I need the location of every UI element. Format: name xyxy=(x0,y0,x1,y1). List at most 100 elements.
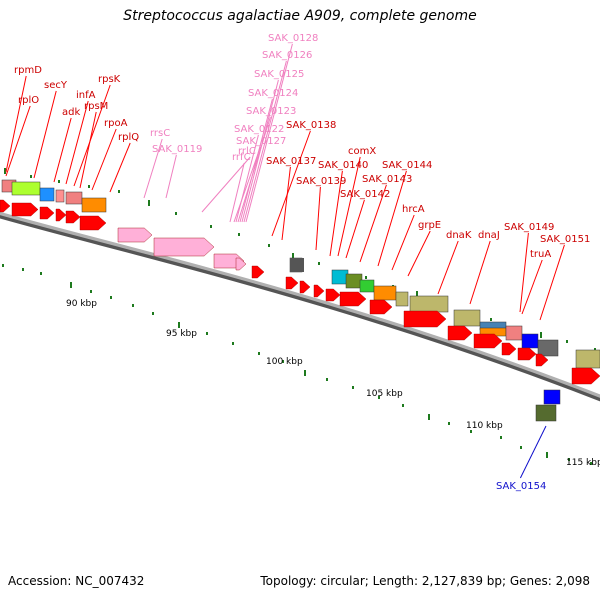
feature-block-1 xyxy=(11,181,41,196)
leader-sak-0140 xyxy=(329,170,343,257)
gene-label-rrlc[interactable]: rrlC xyxy=(238,146,256,157)
gene-label-grpe[interactable]: grpE xyxy=(418,220,441,231)
leader-rrsc xyxy=(143,138,163,199)
leader-rpoa xyxy=(91,128,117,191)
gene-label-rrfc[interactable]: rrfC xyxy=(232,152,251,163)
leader-rrfc xyxy=(229,162,245,223)
gene-label-sak-0139[interactable]: SAK_0139 xyxy=(296,176,346,187)
gene-label-sak-0126[interactable]: SAK_0126 xyxy=(262,50,312,61)
cds-arrow-11 xyxy=(339,291,367,307)
tick-outer-6 xyxy=(132,304,134,307)
leader-trua xyxy=(521,259,543,315)
leader-sak-0142 xyxy=(345,199,365,259)
gene-label-dnak[interactable]: dnaK xyxy=(446,230,472,241)
gene-label-sak-0149[interactable]: SAK_0149 xyxy=(504,222,554,233)
cds-arrow-19 xyxy=(571,367,600,385)
tick-inner-9 xyxy=(268,244,270,247)
cds-arrow-9 xyxy=(313,284,325,298)
leader-infa xyxy=(65,100,89,185)
leader-sak-0126 xyxy=(243,60,287,223)
leader-sak-0138 xyxy=(271,130,311,237)
leader-rrlc xyxy=(201,156,251,213)
leader-rpsm xyxy=(79,111,97,189)
feature-block-10 xyxy=(373,285,397,301)
gene-label-sak-0137[interactable]: SAK_0137 xyxy=(266,156,316,167)
feature-block-18 xyxy=(537,339,559,357)
feature-block-16 xyxy=(505,325,523,341)
feature-block-9 xyxy=(359,279,375,293)
cds-arrow-17 xyxy=(517,347,537,361)
feature-block-19 xyxy=(575,349,600,369)
cds-arrow-12 xyxy=(369,299,393,315)
gene-label-hrca[interactable]: hrcA xyxy=(402,204,425,215)
gene-label-sak-0123[interactable]: SAK_0123 xyxy=(246,106,296,117)
leader-dnak xyxy=(437,240,459,295)
leader-sak-0151 xyxy=(539,244,565,321)
cds-arrow-5 xyxy=(79,215,107,231)
gene-label-rplo[interactable]: rplO xyxy=(18,95,39,106)
cds-arrow-8 xyxy=(299,280,311,294)
gene-label-comx[interactable]: comX xyxy=(348,146,376,157)
gene-label-sak-0119[interactable]: SAK_0119 xyxy=(152,144,202,155)
tick-inner-2 xyxy=(58,180,60,183)
gene-label-sak-0138[interactable]: SAK_0138 xyxy=(286,120,336,131)
cds-arrow-16 xyxy=(501,342,517,356)
gene-label-trua[interactable]: truA xyxy=(530,249,551,260)
gene-label-sak-0140[interactable]: SAK_0140 xyxy=(318,160,368,171)
tick-inner-18 xyxy=(490,318,492,321)
cds-arrow-3 xyxy=(55,208,67,222)
rna-arrow-3 xyxy=(235,257,247,271)
gene-label-sak-0151[interactable]: SAK_0151 xyxy=(540,234,590,245)
scale-label-0: 90 kbp xyxy=(66,299,97,309)
scale-label-2: 100 kbp xyxy=(266,357,303,367)
gene-label-sak-0128[interactable]: SAK_0128 xyxy=(268,33,318,44)
leader-sak-0143 xyxy=(359,184,387,263)
gene-label-rpsm[interactable]: rpsM xyxy=(84,101,108,112)
accession-text: Accession: NC_007432 xyxy=(8,574,145,588)
cds-arrow-7 xyxy=(285,276,299,290)
tick-inner-3 xyxy=(88,185,90,188)
tick-outer-16 xyxy=(378,396,380,399)
feature-block-7 xyxy=(331,269,349,285)
leader-sak-0122 xyxy=(235,134,259,223)
gene-label-sak-0127[interactable]: SAK_0127 xyxy=(236,136,286,147)
cds-arrow-13 xyxy=(403,310,447,328)
leader-grpe xyxy=(407,230,431,277)
gene-label-sak-0144[interactable]: SAK_0144 xyxy=(382,160,432,171)
leader-rpsk xyxy=(73,84,111,187)
gene-label-sak-0124[interactable]: SAK_0124 xyxy=(248,88,298,99)
leader-rpmd xyxy=(5,75,27,173)
gene-label-rplq[interactable]: rplQ xyxy=(118,132,139,143)
leader-rplq xyxy=(109,142,131,193)
gene-label-rpmd[interactable]: rpmD xyxy=(14,65,42,76)
gene-label-infa[interactable]: infA xyxy=(76,90,96,101)
gene-label-rrsc[interactable]: rrsC xyxy=(150,128,170,139)
leader-sak-0144 xyxy=(377,170,407,267)
gene-label-sak-0125[interactable]: SAK_0125 xyxy=(254,69,304,80)
tick-outer-0 xyxy=(2,264,4,267)
gene-label-adk[interactable]: adk xyxy=(62,107,80,118)
backbone-line xyxy=(0,211,600,398)
leader-sak-0125 xyxy=(241,79,279,223)
gene-label-rpsk[interactable]: rpsK xyxy=(98,74,121,85)
gene-label-sak-0122[interactable]: SAK_0122 xyxy=(234,124,284,135)
gene-label-sak-0154[interactable]: SAK_0154 xyxy=(496,481,546,492)
gene-label-sak-0143[interactable]: SAK_0143 xyxy=(362,174,412,185)
backbone-shadow xyxy=(0,212,600,402)
tick-outer-3 xyxy=(70,282,72,288)
feature-block-2 xyxy=(39,187,55,202)
gene-label-sak-0142[interactable]: SAK_0142 xyxy=(340,189,390,200)
leader-sak-0137 xyxy=(281,166,291,241)
feature-block-12 xyxy=(409,295,449,313)
gene-label-secy[interactable]: secY xyxy=(44,80,68,91)
gene-label-dnaj[interactable]: dnaJ xyxy=(478,230,500,241)
backbone xyxy=(0,211,600,402)
tick-outer-24 xyxy=(568,458,570,461)
gene-label-rpoa[interactable]: rpoA xyxy=(104,118,128,129)
feature-block-grey xyxy=(290,258,304,272)
cds-arrow-2 xyxy=(39,206,55,220)
cds-arrow-14 xyxy=(447,325,473,341)
leader-sak-0139 xyxy=(315,186,321,251)
